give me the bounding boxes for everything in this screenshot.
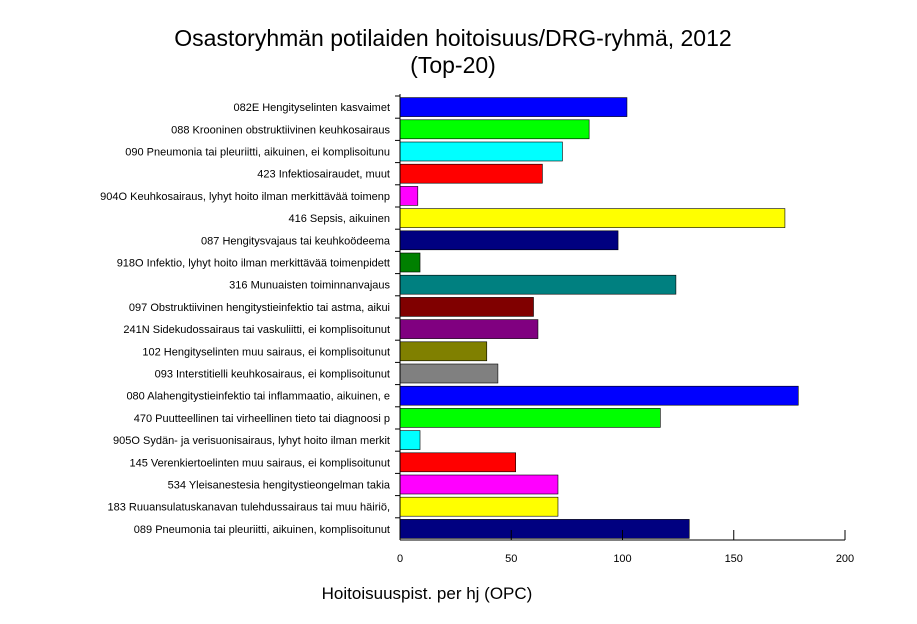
bar-470 — [399, 408, 661, 428]
bar-423 — [399, 163, 543, 184]
bar-082E — [399, 97, 628, 117]
x-tick-label-100: 100 — [613, 553, 631, 565]
category-label-316: 316 Munuaisten toiminnanvajaus — [229, 280, 390, 292]
bar-183 — [399, 496, 559, 517]
category-label-090: 090 Pneumonia tai pleuriitti, aikuinen, … — [125, 147, 390, 159]
bar-097 — [399, 297, 534, 317]
chart-subtitle: (Top-20) — [410, 52, 496, 78]
bar-918O — [399, 252, 421, 273]
category-label-080: 080 Alahengitystieinfektio tai inflammaa… — [126, 391, 390, 403]
category-label-087: 087 Hengitysvajaus tai keuhkoödeema — [201, 235, 391, 247]
bar-904O — [399, 186, 419, 206]
bar-088 — [399, 119, 590, 140]
category-labels: 082E Hengityselinten kasvaimet 088 Krooni… — [100, 95, 400, 536]
category-label-423: 423 Infektiosairaudet, muut — [257, 169, 390, 181]
category-label-102: 102 Hengityselinten muu sairaus, ei komp… — [142, 346, 390, 358]
bar-316 — [399, 274, 677, 295]
x-tick-label-200: 200 — [836, 553, 854, 565]
x-tick-label-50: 50 — [505, 553, 517, 565]
category-label-097: 097 Obstruktiivinen hengitystieinfektio … — [129, 302, 390, 314]
bar-090 — [399, 141, 563, 162]
chart-title: Osastoryhmän potilaiden hoitoisuus/DRG-r… — [174, 25, 731, 51]
category-label-183: 183 Ruuansulatuskanavan tulehdussairaus … — [107, 502, 390, 514]
category-label-904O: 904O Keuhkosairaus, lyhyt hoito ilman me… — [100, 191, 390, 203]
bar-416 — [399, 208, 786, 228]
category-label-088: 088 Krooninen obstruktiivinen keuhkosair… — [171, 124, 390, 136]
x-axis-title: Hoitoisuuspist. per hj (OPC) — [322, 584, 533, 603]
category-label-470: 470 Puutteellinen tai virheellinen tieto… — [134, 413, 390, 425]
bar-080 — [399, 385, 799, 406]
x-tick-label-150: 150 — [725, 553, 743, 565]
bar-087 — [399, 230, 619, 251]
bar-145 — [399, 452, 516, 473]
x-tick-label-0: 0 — [397, 553, 403, 565]
bar-089 — [399, 519, 690, 539]
bar-102 — [399, 341, 488, 362]
bar-093 — [399, 363, 499, 384]
category-label-089: 089 Pneumonia tai pleuriitti, aikuinen, … — [134, 524, 390, 536]
bar-241N — [399, 319, 539, 339]
category-label-534: 534 Yleisanestesia hengitystieongelman t… — [168, 480, 391, 492]
category-label-905O: 905O Sydän- ja verisuonisairaus, lyhyt h… — [113, 435, 390, 447]
bar-534 — [399, 474, 559, 495]
category-label-082E: 082E Hengityselinten kasvaimet — [233, 102, 390, 114]
category-label-918O: 918O Infektio, lyhyt hoito ilman merkitt… — [117, 258, 390, 270]
category-label-145: 145 Verenkiertoelinten muu sairaus, ei k… — [130, 457, 390, 469]
category-label-416: 416 Sepsis, aikuinen — [288, 213, 390, 225]
bars-group — [399, 97, 799, 539]
category-label-241N: 241N Sidekudossairaus tai vaskuliitti, e… — [123, 324, 390, 336]
x-ticks-group: 0 50 100 150 200 — [397, 530, 854, 565]
bar-905O — [399, 430, 421, 450]
category-label-093: 093 Interstitielli keuhkosairaus, ei kom… — [155, 369, 390, 381]
